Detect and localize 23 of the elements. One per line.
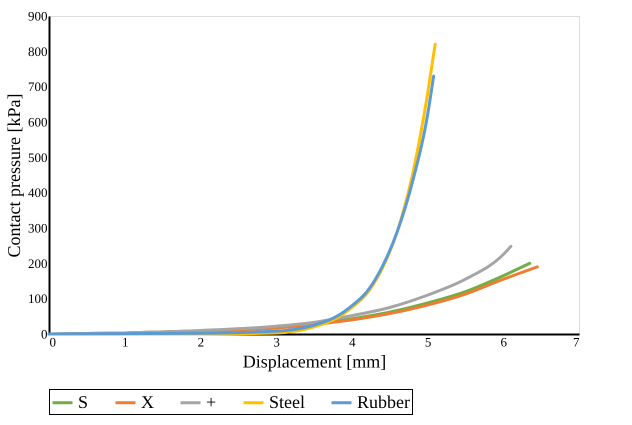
x-tick-label: 7	[573, 334, 580, 350]
x-tick-label: 6	[500, 334, 508, 350]
legend-label: S	[78, 392, 88, 412]
legend-label: +	[206, 392, 216, 412]
x-tick-label: 5	[424, 334, 432, 350]
y-tick-label: 200	[28, 256, 48, 271]
y-tick-label: 300	[28, 220, 48, 236]
y-axis-title: Contact pressure [kPa]	[4, 94, 24, 258]
x-tick-label: 2	[198, 334, 204, 350]
x-tick-label: 4	[349, 334, 356, 350]
x-tick-label: 1	[122, 334, 128, 350]
y-tick-label: 600	[28, 114, 48, 130]
x-axis-title: Displacement [mm]	[242, 352, 386, 372]
legend-label: Rubber	[357, 392, 410, 412]
y-tick-label: 100	[28, 291, 48, 306]
legend-label: Steel	[269, 392, 305, 412]
legend-label: X	[141, 392, 154, 412]
y-tick-label: 800	[28, 44, 48, 59]
x-tick-label: 3	[273, 334, 280, 350]
y-tick-label: 700	[28, 79, 48, 94]
y-tick-label: 400	[28, 185, 48, 200]
y-tick-label: 500	[28, 150, 48, 165]
y-tick-label: 900	[28, 8, 48, 24]
